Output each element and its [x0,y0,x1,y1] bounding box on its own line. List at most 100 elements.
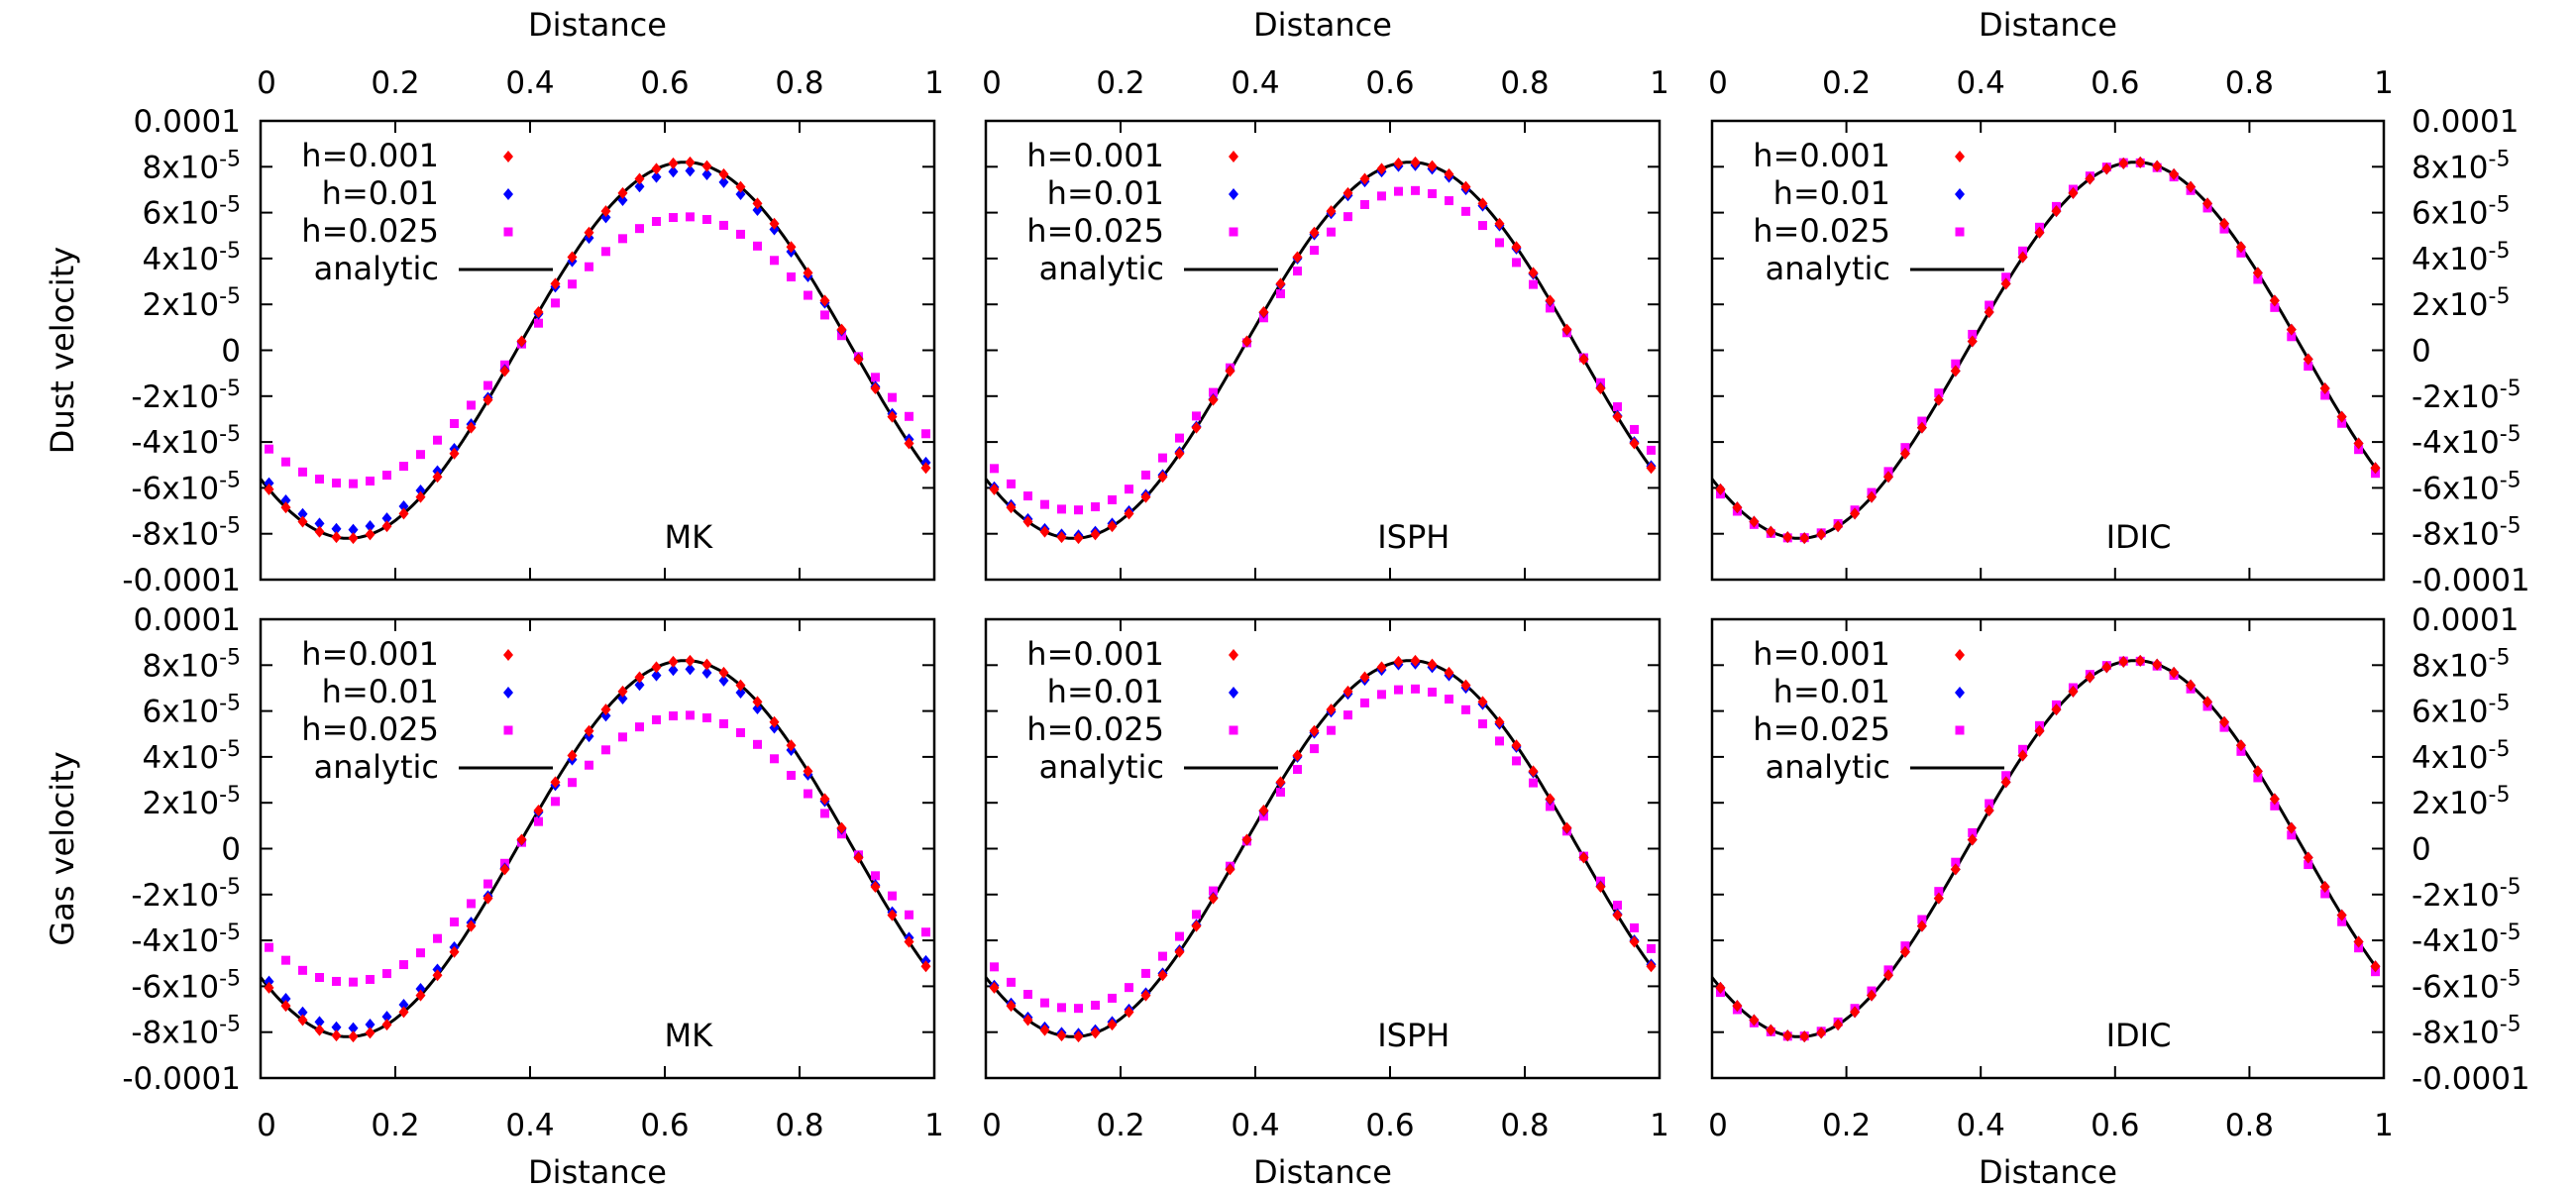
data-point [1343,212,1352,222]
data-point [702,713,711,723]
data-point [870,381,881,394]
x-tick-label-bottom: 0.8 [775,1108,823,1143]
legend-label: h=0.01 [1047,673,1164,710]
data-point [1007,977,1016,987]
data-point [2202,696,2213,708]
data-point [668,165,679,178]
data-point [381,512,392,525]
data-point [1393,157,1404,169]
data-point [601,745,610,755]
data-point [415,484,426,496]
legend-marker [1955,725,1965,735]
data-point [685,654,696,667]
x-tick-label-top: 0.2 [1822,65,1871,101]
data-point [1933,892,1944,905]
data-point [2337,418,2347,428]
data-point [2236,746,2246,756]
data-point [1125,983,1133,993]
panel-label: IDIC [2106,1017,2172,1054]
y-tick-label-left: -4x10-5 [131,920,241,959]
data-point [753,241,762,251]
legend-label: analytic [314,250,439,287]
panel-label: MK [665,1017,714,1054]
data-point [2303,851,2313,864]
y-tick-label-left: 4x10-5 [143,737,241,776]
data-point [904,437,914,450]
data-point [1359,671,1370,684]
data-point [1984,805,1994,817]
data-point [1461,704,1470,714]
x-axis-title-bottom: Distance [1979,1153,2117,1189]
legend-label: h=0.001 [1753,137,1890,174]
y-axis-title: Dust velocity [44,247,81,454]
data-point [415,982,426,995]
data-point [600,205,611,218]
data-point [1613,402,1622,412]
data-point [1107,520,1118,533]
data-point [2337,917,2347,926]
data-point [1766,525,1776,538]
y-tick-label-right: -2x10-5 [2412,875,2522,914]
data-point [1984,306,1994,319]
data-point [280,501,291,514]
data-point [820,809,829,818]
data-point [1985,799,1994,809]
data-point [382,969,391,979]
data-point [921,429,930,439]
series-h-0.001 [1715,654,2381,1043]
data-point [905,910,913,919]
x-tick-label-bottom: 1 [1650,1108,1669,1143]
data-point [1157,969,1168,982]
data-point [349,977,358,987]
data-point [398,507,409,520]
x-tick-label-top: 0.8 [2225,65,2274,101]
legend-label: h=0.01 [1773,174,1890,212]
x-tick-label-top: 1 [1650,65,1669,101]
data-point [381,1019,392,1031]
data-point [1209,886,1218,896]
data-point [2186,679,2197,692]
data-point [668,655,679,668]
data-point [701,658,712,671]
data-point [1022,1014,1033,1027]
data-point [466,919,477,932]
data-point [1326,703,1337,716]
y-axis-title: Gas velocity [44,751,81,945]
data-point [702,215,711,225]
data-point [331,1029,342,1042]
data-point [2034,226,2045,239]
data-point [450,917,459,926]
panel-isph-row1: 0 0.2 0.4 0.6 0.8 1 h=0.001h=0.01h=0.025analyt… [982,65,1669,582]
data-point [1460,679,1471,692]
data-point [1073,532,1084,545]
data-point [853,851,864,864]
y-tick-label-right: 0 [2412,334,2431,370]
data-point [399,462,408,472]
data-point [298,965,307,975]
y-tick-label-left: 8x10-5 [143,645,241,684]
data-point [1258,805,1269,817]
data-point [1933,393,1944,406]
data-point [1749,515,1760,528]
data-point [516,335,527,348]
data-point [803,765,813,778]
data-point [1494,715,1505,728]
data-point [803,267,813,279]
legend-marker [503,687,513,699]
data-point [1595,381,1606,394]
data-point [1478,719,1487,729]
x-tick-label-bottom: 0.8 [2225,1108,2274,1143]
data-point [1073,1030,1084,1043]
data-point [1427,160,1438,172]
data-point [871,373,880,382]
legend-label: h=0.001 [1753,635,1890,673]
data-point [752,696,763,708]
data-point [1951,359,1961,369]
data-point [432,471,443,484]
data-point [752,703,763,715]
data-point [415,490,426,503]
data-point [1411,185,1420,195]
y-tick-label-right: -0.0001 [2412,563,2530,598]
data-point [1209,387,1218,397]
data-point [651,170,662,183]
